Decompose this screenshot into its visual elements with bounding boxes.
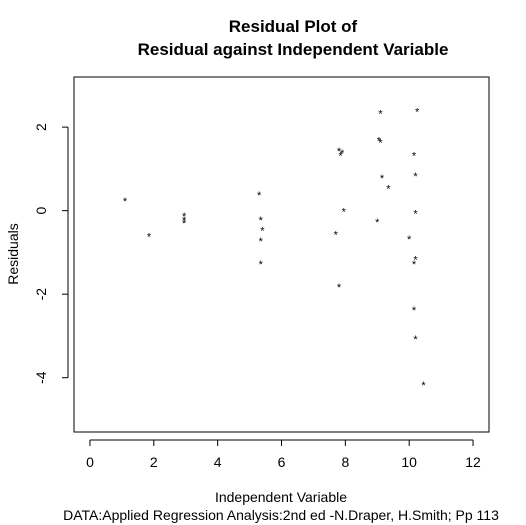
data-point: * bbox=[375, 217, 380, 229]
data-point: * bbox=[380, 173, 385, 185]
x-tick-label: 6 bbox=[278, 454, 286, 470]
data-point: * bbox=[337, 282, 342, 294]
x-axis: 0 2 4 6 8 10 12 bbox=[86, 439, 481, 470]
data-point: * bbox=[259, 215, 264, 227]
data-point: * bbox=[147, 232, 152, 244]
data-points: ******************************** bbox=[123, 106, 426, 392]
x-tick-label: 2 bbox=[150, 454, 158, 470]
plot-frame bbox=[73, 76, 490, 433]
data-point: * bbox=[257, 190, 262, 202]
data-point: * bbox=[340, 148, 345, 160]
data-point: * bbox=[407, 234, 412, 246]
y-axis-label: Residuals bbox=[5, 223, 21, 284]
y-tick-label: -2 bbox=[33, 288, 49, 301]
x-axis-label: Independent Variable bbox=[215, 489, 347, 505]
y-axis: -4 -2 0 2 bbox=[33, 123, 69, 384]
data-point: * bbox=[413, 171, 418, 183]
x-tick-label: 12 bbox=[465, 454, 481, 470]
data-point: * bbox=[378, 138, 383, 150]
x-tick-label: 4 bbox=[214, 454, 222, 470]
x-tick-label: 10 bbox=[401, 454, 417, 470]
x-tick-label: 8 bbox=[341, 454, 349, 470]
data-point: * bbox=[334, 230, 339, 242]
y-tick-label: 2 bbox=[33, 123, 49, 131]
data-point: * bbox=[413, 209, 418, 221]
chart-title-line-1: Residual Plot of bbox=[229, 17, 358, 36]
data-point: * bbox=[259, 259, 264, 271]
data-point: * bbox=[412, 150, 417, 162]
data-point: * bbox=[259, 236, 264, 248]
data-point: * bbox=[413, 334, 418, 346]
data-point: * bbox=[413, 255, 418, 267]
chart-title-line-2: Residual against Independent Variable bbox=[138, 40, 449, 59]
data-point: * bbox=[378, 109, 383, 121]
data-point: * bbox=[123, 196, 128, 208]
data-point: * bbox=[182, 215, 187, 227]
data-point: * bbox=[182, 211, 187, 223]
data-point: * bbox=[421, 380, 426, 392]
data-point: * bbox=[338, 150, 343, 162]
data-point: * bbox=[182, 218, 187, 230]
chart-subtitle: DATA:Applied Regression Analysis:2nd ed … bbox=[63, 507, 499, 523]
data-point: * bbox=[415, 106, 420, 118]
data-point: * bbox=[260, 225, 265, 237]
data-point: * bbox=[412, 259, 417, 271]
y-tick-label: 0 bbox=[33, 207, 49, 215]
data-point: * bbox=[337, 146, 342, 158]
x-tick-label: 0 bbox=[86, 454, 94, 470]
data-point: * bbox=[412, 305, 417, 317]
data-point: * bbox=[386, 184, 391, 196]
data-point: * bbox=[342, 207, 347, 219]
y-tick-label: -4 bbox=[33, 371, 49, 384]
data-point: * bbox=[377, 136, 382, 148]
